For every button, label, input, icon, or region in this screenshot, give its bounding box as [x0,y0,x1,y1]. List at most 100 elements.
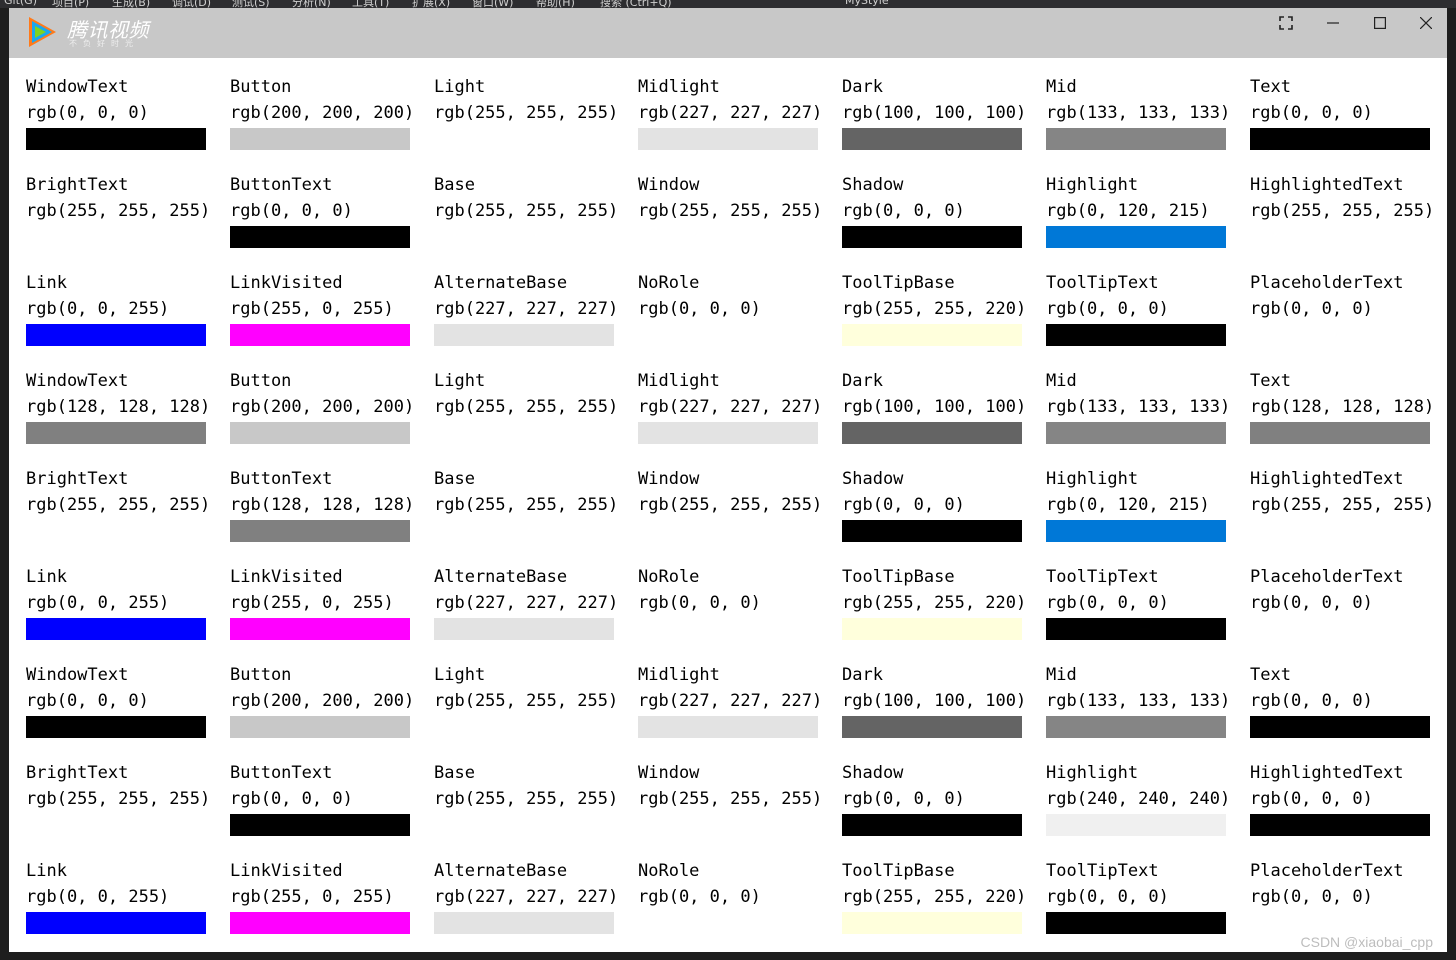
role-rgb-value: rgb(255, 255, 255) [26,495,211,515]
role-rgb-value: rgb(255, 255, 255) [1250,201,1435,221]
role-rgb-value: rgb(0, 120, 215) [1046,495,1210,515]
role-name-label: Window [638,763,700,783]
role-name-label: ButtonText [230,175,333,195]
color-swatch [1046,324,1226,346]
maximize-button[interactable] [1357,8,1403,38]
palette-role-cell: ButtonText rgb(0, 0, 0) [230,174,434,264]
fullscreen-button[interactable] [1263,8,1309,38]
color-swatch [230,618,410,640]
palette-role-cell: Dark rgb(100, 100, 100) [842,370,1046,460]
color-swatch [638,226,818,248]
role-rgb-value: rgb(255, 255, 255) [638,201,823,221]
role-rgb-value: rgb(0, 0, 0) [1250,299,1373,319]
palette-role-cell: Highlight rgb(0, 120, 215) [1046,468,1250,558]
role-rgb-value: rgb(200, 200, 200) [230,691,415,711]
role-rgb-value: rgb(255, 255, 255) [434,789,619,809]
role-rgb-value: rgb(255, 255, 255) [26,789,211,809]
role-name-label: Mid [1046,371,1077,391]
role-name-label: WindowText [26,371,129,391]
palette-role-cell: NoRole rgb(0, 0, 0) [638,860,842,950]
watermark: CSDN @xiaobai_cpp [1300,934,1434,950]
maximize-icon [1374,17,1386,29]
palette-role-cell: Button rgb(200, 200, 200) [230,664,434,754]
palette-role-cell: Shadow rgb(0, 0, 0) [842,174,1046,264]
background-menu-item: 工具(T) [352,0,390,8]
background-menu-item: 帮助(H) [536,0,575,8]
role-name-label: Highlight [1046,763,1139,783]
color-swatch [434,422,614,444]
role-rgb-value: rgb(200, 200, 200) [230,397,415,417]
background-ide-left-edge [0,8,9,960]
palette-role-cell: BrightText rgb(255, 255, 255) [26,762,230,852]
color-swatch [26,618,206,640]
minimize-button[interactable] [1310,8,1356,38]
role-rgb-value: rgb(227, 227, 227) [638,691,823,711]
color-swatch [842,520,1022,542]
role-rgb-value: rgb(0, 0, 0) [230,201,353,221]
color-swatch [1250,814,1430,836]
role-name-label: Text [1250,371,1291,391]
role-rgb-value: rgb(227, 227, 227) [638,103,823,123]
color-swatch [1046,716,1226,738]
color-swatch [434,520,614,542]
palette-role-cell: Base rgb(255, 255, 255) [434,762,638,852]
palette-role-cell: Text rgb(0, 0, 0) [1250,76,1454,166]
color-swatch [230,226,410,248]
color-swatch [1046,618,1226,640]
palette-role-cell: ToolTipBase rgb(255, 255, 220) [842,272,1046,362]
palette-role-cell: ButtonText rgb(128, 128, 128) [230,468,434,558]
role-name-label: Text [1250,665,1291,685]
role-name-label: Link [26,567,67,587]
role-rgb-value: rgb(227, 227, 227) [434,299,619,319]
role-name-label: Base [434,469,475,489]
role-rgb-value: rgb(200, 200, 200) [230,103,415,123]
role-rgb-value: rgb(255, 0, 255) [230,593,394,613]
background-menu-item: 搜索 (Ctrl+Q) [600,0,672,8]
role-name-label: Link [26,861,67,881]
palette-role-cell: Mid rgb(133, 133, 133) [1046,76,1250,166]
role-name-label: Button [230,665,292,685]
palette-role-cell: Midlight rgb(227, 227, 227) [638,76,842,166]
palette-role-cell: HighlightedText rgb(255, 255, 255) [1250,174,1454,264]
role-rgb-value: rgb(0, 0, 0) [230,789,353,809]
role-rgb-value: rgb(255, 255, 255) [638,789,823,809]
role-name-label: Shadow [842,175,904,195]
role-name-label: Light [434,665,486,685]
palette-role-cell: ToolTipBase rgb(255, 255, 220) [842,860,1046,950]
title-bar[interactable]: 腾讯视频 不负好时光 [9,8,1447,58]
color-swatch [842,814,1022,836]
color-swatch [638,422,818,444]
role-rgb-value: rgb(227, 227, 227) [434,593,619,613]
color-swatch [434,226,614,248]
background-menu-item: 测试(S) [232,0,270,8]
palette-role-cell: Shadow rgb(0, 0, 0) [842,762,1046,852]
color-swatch [1046,520,1226,542]
palette-role-cell: AlternateBase rgb(227, 227, 227) [434,272,638,362]
color-swatch [638,716,818,738]
role-rgb-value: rgb(100, 100, 100) [842,397,1027,417]
color-swatch [1250,128,1430,150]
role-rgb-value: rgb(0, 0, 0) [1250,103,1373,123]
role-rgb-value: rgb(255, 255, 255) [434,691,619,711]
color-swatch [26,814,206,836]
role-name-label: LinkVisited [230,861,343,881]
role-name-label: HighlightedText [1250,763,1404,783]
role-rgb-value: rgb(255, 0, 255) [230,299,394,319]
close-button[interactable] [1403,8,1449,38]
palette-role-cell: Shadow rgb(0, 0, 0) [842,468,1046,558]
role-name-label: BrightText [26,469,129,489]
role-name-label: BrightText [26,175,129,195]
palette-role-cell: Button rgb(200, 200, 200) [230,76,434,166]
background-menu-item: 分析(N) [292,0,331,8]
role-name-label: Window [638,175,700,195]
role-name-label: Mid [1046,665,1077,685]
background-ide-right-edge [1447,8,1456,960]
color-swatch [1046,912,1226,934]
palette-role-cell: Text rgb(128, 128, 128) [1250,370,1454,460]
close-icon [1420,17,1432,29]
color-swatch [26,226,206,248]
palette-role-cell: Highlight rgb(0, 120, 215) [1046,174,1250,264]
role-name-label: Link [26,273,67,293]
role-name-label: Base [434,175,475,195]
palette-role-cell: Light rgb(255, 255, 255) [434,664,638,754]
